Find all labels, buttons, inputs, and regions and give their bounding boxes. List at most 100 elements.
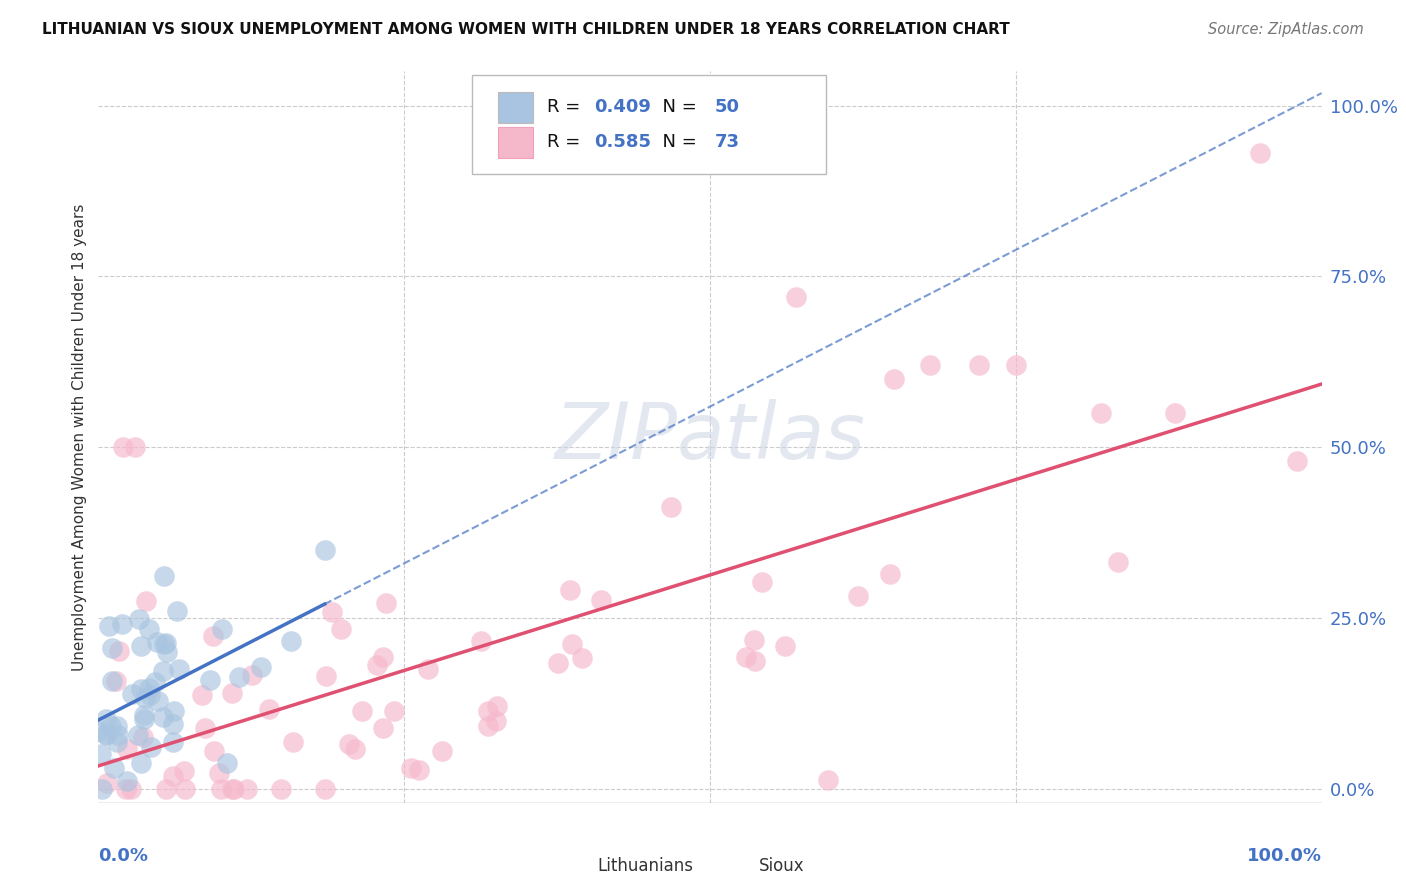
Point: [371, 649, 394, 664]
Point: [166, 604, 188, 618]
Point: [146, 635, 169, 649]
Point: [173, 782, 195, 797]
Point: [94, 712, 117, 726]
Point: [883, 372, 905, 386]
Point: [236, 782, 259, 797]
Point: [314, 542, 336, 557]
Point: [107, 735, 129, 749]
Point: [321, 606, 343, 620]
Point: [879, 566, 901, 581]
Point: [967, 359, 990, 373]
Point: [173, 764, 195, 778]
Point: [202, 744, 225, 758]
Point: [162, 717, 184, 731]
Text: 0.409: 0.409: [593, 98, 651, 116]
Text: 50: 50: [714, 98, 740, 116]
Point: [132, 712, 155, 726]
Point: [135, 594, 157, 608]
Point: [153, 569, 176, 583]
Point: [162, 769, 184, 783]
Point: [430, 744, 453, 758]
Point: [401, 761, 423, 775]
Point: [201, 629, 224, 643]
Point: [117, 742, 139, 756]
Point: [120, 782, 142, 797]
Point: [98, 619, 121, 633]
Text: N =: N =: [651, 133, 703, 152]
Point: [744, 654, 766, 668]
Point: [96, 775, 118, 789]
Point: [153, 637, 176, 651]
Point: [773, 639, 796, 653]
Point: [162, 735, 184, 749]
Point: [114, 782, 136, 797]
FancyBboxPatch shape: [471, 75, 827, 174]
Point: [138, 681, 160, 696]
Point: [134, 691, 156, 706]
Point: [375, 596, 398, 610]
Point: [283, 735, 305, 749]
Point: [91, 782, 114, 797]
Point: [198, 673, 221, 688]
Point: [257, 702, 280, 716]
Point: [215, 756, 238, 771]
Point: [121, 687, 143, 701]
Point: [132, 708, 155, 723]
Point: [249, 660, 271, 674]
Point: [211, 622, 233, 636]
Point: [314, 782, 336, 797]
Point: [194, 722, 217, 736]
Point: [89, 723, 111, 738]
Point: [659, 500, 682, 514]
Point: [742, 633, 765, 648]
Point: [735, 649, 758, 664]
Point: [571, 651, 593, 665]
Point: [156, 645, 179, 659]
Point: [270, 782, 292, 797]
Point: [100, 719, 122, 733]
Text: R =: R =: [547, 98, 586, 116]
Point: [96, 728, 118, 742]
Point: [785, 290, 807, 304]
FancyBboxPatch shape: [498, 92, 533, 122]
Y-axis label: Unemployment Among Women with Children Under 18 years: Unemployment Among Women with Children U…: [72, 203, 87, 671]
Point: [90, 747, 112, 762]
Point: [155, 782, 177, 797]
Point: [1286, 454, 1309, 468]
Point: [558, 583, 581, 598]
Text: 100.0%: 100.0%: [1247, 847, 1322, 864]
Point: [209, 782, 232, 797]
Point: [1164, 406, 1187, 420]
Point: [470, 633, 492, 648]
Point: [344, 742, 367, 756]
FancyBboxPatch shape: [498, 127, 533, 158]
Point: [191, 689, 214, 703]
Point: [163, 704, 186, 718]
Text: Source: ZipAtlas.com: Source: ZipAtlas.com: [1208, 22, 1364, 37]
Point: [152, 710, 174, 724]
Point: [105, 719, 128, 733]
Point: [138, 622, 160, 636]
Point: [131, 682, 153, 697]
Point: [111, 617, 134, 632]
Point: [330, 622, 353, 636]
Point: [132, 730, 155, 744]
Point: [280, 633, 302, 648]
Point: [94, 727, 117, 741]
Point: [101, 640, 124, 655]
Point: [1090, 406, 1112, 420]
Point: [129, 756, 152, 770]
Point: [105, 673, 128, 688]
Point: [139, 740, 162, 755]
Point: [416, 663, 439, 677]
Point: [152, 664, 174, 678]
Point: [221, 686, 243, 700]
Text: 0.585: 0.585: [593, 133, 651, 152]
Point: [111, 440, 134, 454]
Point: [486, 699, 509, 714]
Point: [103, 761, 125, 775]
Text: LITHUANIAN VS SIOUX UNEMPLOYMENT AMONG WOMEN WITH CHILDREN UNDER 18 YEARS CORREL: LITHUANIAN VS SIOUX UNEMPLOYMENT AMONG W…: [42, 22, 1010, 37]
Point: [1004, 359, 1026, 373]
Point: [222, 782, 245, 797]
Text: N =: N =: [651, 98, 703, 116]
